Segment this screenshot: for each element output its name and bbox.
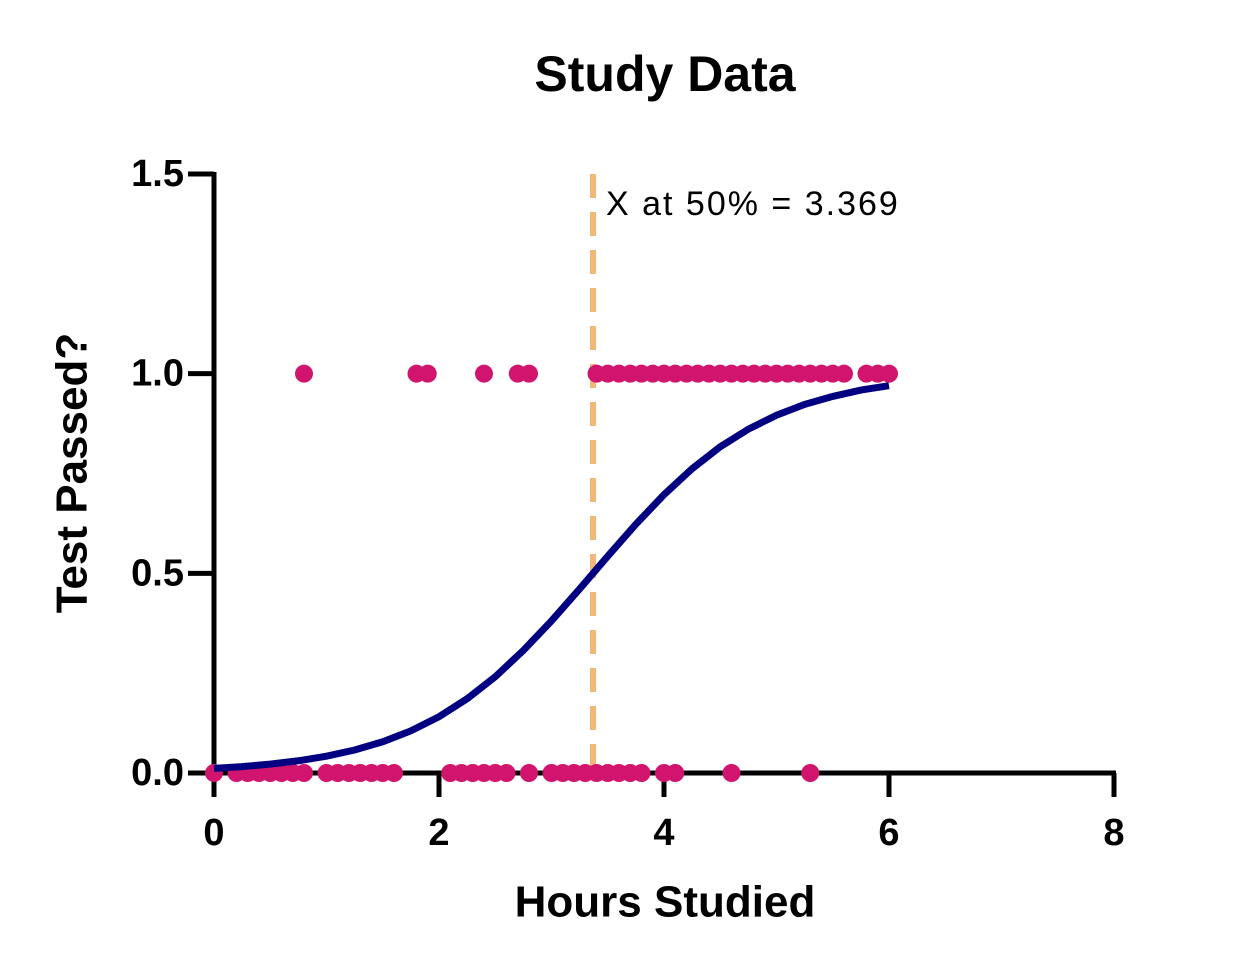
data-point (801, 764, 820, 782)
x-tick-label: 0 (203, 812, 224, 854)
data-point (497, 764, 516, 782)
data-point (295, 364, 313, 383)
data-point (666, 764, 685, 782)
data-point (880, 364, 898, 383)
y-tick-label: 1.5 (131, 153, 184, 195)
y-tick-label: 0.0 (131, 752, 184, 794)
chart-title: Study Data (534, 46, 796, 102)
annotation-text: X at 50% = 3.369 (606, 185, 900, 223)
data-point (632, 764, 651, 782)
data-point (295, 764, 313, 782)
x-tick-label: 6 (878, 812, 899, 854)
y-tick-label: 0.5 (131, 552, 184, 594)
data-point (520, 764, 538, 782)
y-axis-label: Test Passed? (48, 333, 97, 613)
data-point (385, 764, 403, 782)
data-point (520, 364, 538, 383)
data-point (418, 364, 437, 383)
x-tick-label: 8 (1103, 812, 1124, 854)
data-point (835, 364, 853, 383)
data-point (475, 364, 493, 383)
x-tick-label: 2 (428, 812, 449, 854)
x-tick-label: 4 (653, 812, 674, 854)
fit-curve (213, 382, 890, 772)
y-tick-label: 1.0 (131, 353, 184, 395)
x-axis-label: Hours Studied (515, 878, 816, 927)
data-point (722, 764, 741, 782)
